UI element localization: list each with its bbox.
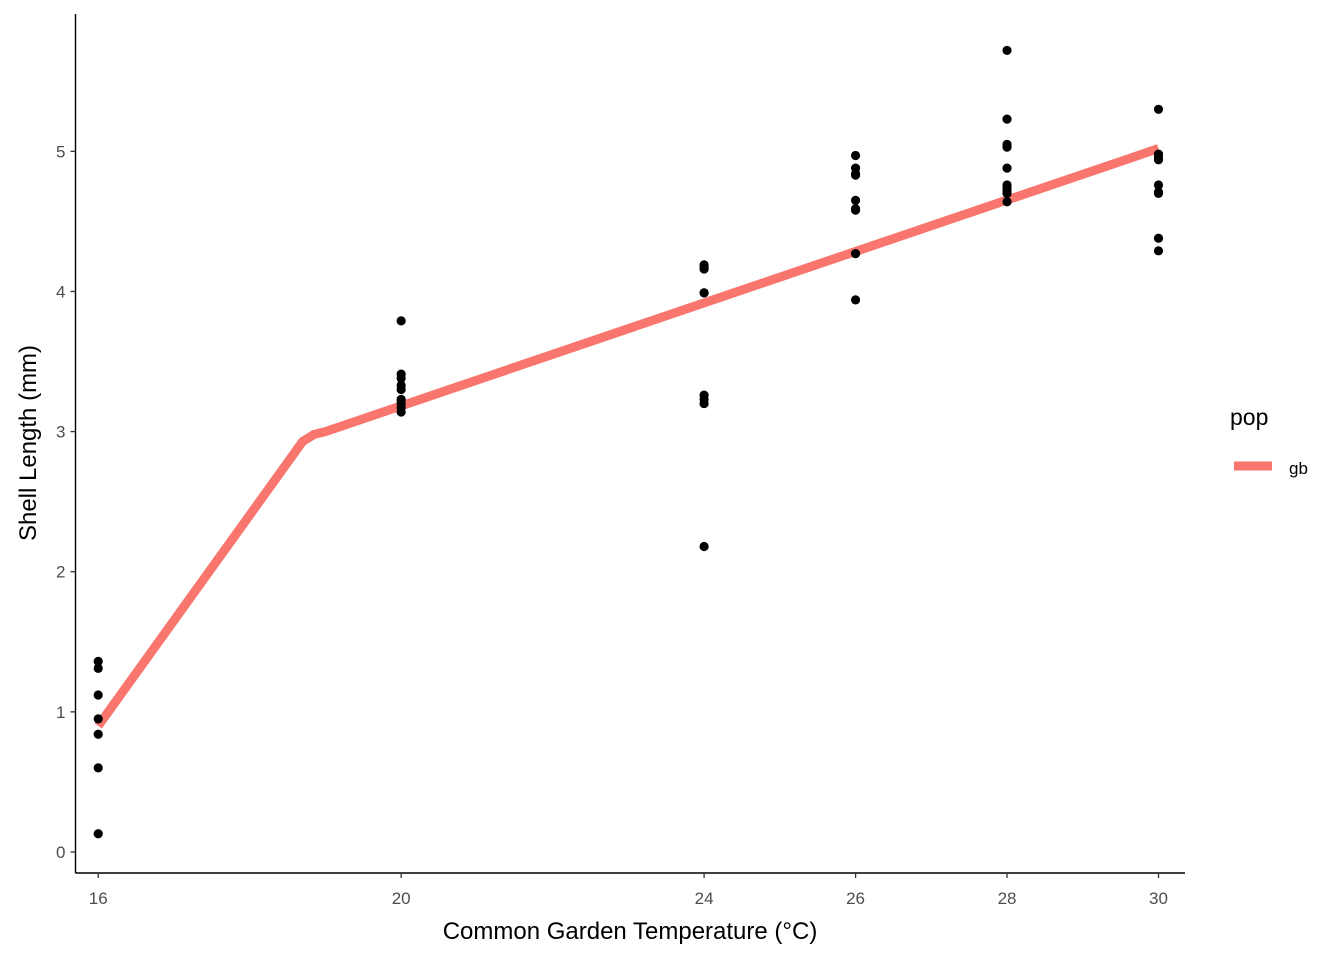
x-tick-label: 28 xyxy=(998,889,1017,908)
y-tick-label: 2 xyxy=(56,563,65,582)
data-point xyxy=(1002,197,1012,207)
data-point xyxy=(93,714,103,724)
data-point xyxy=(850,204,861,214)
x-tick-label: 20 xyxy=(392,889,411,908)
data-point xyxy=(1002,163,1012,173)
data-point xyxy=(93,729,103,739)
data-point xyxy=(396,396,406,406)
series-line-gb xyxy=(94,144,1160,729)
x-tick-label: 24 xyxy=(695,889,714,908)
data-point xyxy=(93,690,103,700)
x-axis-title: Common Garden Temperature (°C) xyxy=(443,918,818,945)
data-point xyxy=(699,541,709,552)
legend: pop gb xyxy=(1230,404,1308,478)
data-point xyxy=(699,288,709,298)
data-point xyxy=(1002,45,1012,56)
data-point xyxy=(850,195,861,205)
plot-panel: 0 1 2 3 4 5 16 20 24 26 28 30 xyxy=(56,14,1185,908)
data-point xyxy=(1002,142,1012,152)
data-point xyxy=(850,295,861,305)
y-tick-label: 4 xyxy=(56,282,65,301)
y-tick-label: 1 xyxy=(56,703,65,722)
series-layer xyxy=(94,144,1160,729)
y-tick-label: 0 xyxy=(56,843,65,862)
y-tick-label: 5 xyxy=(56,142,65,161)
data-point xyxy=(396,316,406,326)
data-point xyxy=(1153,152,1164,162)
data-point xyxy=(396,373,406,383)
legend-title: pop xyxy=(1230,404,1268,430)
data-point xyxy=(93,663,103,674)
data-point xyxy=(699,263,709,273)
points-layer xyxy=(93,45,1164,839)
data-point xyxy=(1153,180,1164,190)
data-point xyxy=(850,249,861,259)
data-point xyxy=(396,407,406,417)
data-point xyxy=(1153,246,1164,256)
data-point xyxy=(850,150,861,161)
x-tick-label: 26 xyxy=(846,889,865,908)
data-point xyxy=(93,656,103,667)
data-point xyxy=(1002,114,1012,124)
legend-label-gb: gb xyxy=(1289,459,1308,478)
data-point xyxy=(1153,104,1164,114)
data-point xyxy=(1153,187,1164,197)
data-point xyxy=(1002,183,1012,193)
x-tick-label: 16 xyxy=(89,889,108,908)
data-point xyxy=(93,829,103,839)
y-tick-label: 3 xyxy=(56,423,65,442)
data-point xyxy=(1153,233,1164,243)
data-point xyxy=(699,398,709,409)
y-ticks: 0 1 2 3 4 5 xyxy=(56,142,76,862)
y-axis-title: Shell Length (mm) xyxy=(15,345,42,541)
x-ticks: 16 20 24 26 28 30 xyxy=(89,873,1168,908)
data-point xyxy=(93,763,103,773)
x-tick-label: 30 xyxy=(1149,889,1168,908)
data-point xyxy=(396,384,406,395)
data-point xyxy=(850,170,861,180)
